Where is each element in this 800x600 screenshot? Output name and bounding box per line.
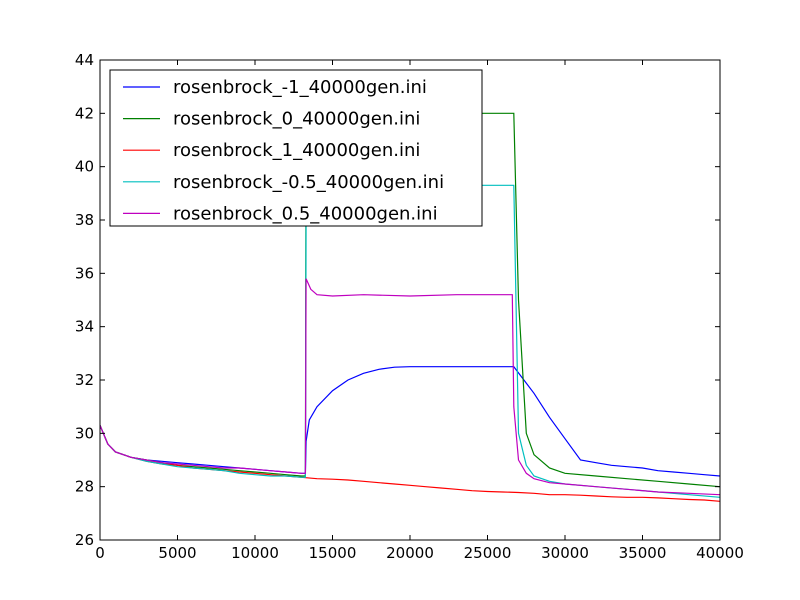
- legend-label: rosenbrock_0_40000gen.ini: [173, 109, 420, 130]
- y-tick-label: 44: [75, 51, 94, 69]
- x-tick-label: 20000: [386, 544, 434, 562]
- y-tick-label: 26: [75, 531, 94, 549]
- legend-label: rosenbrock_-0.5_40000gen.ini: [173, 172, 444, 193]
- ticks-layer: 0 5000 10000 15000 20000 25000 30000 35000 40000…: [75, 51, 744, 562]
- y-tick-label: 32: [75, 371, 94, 389]
- legend-label: rosenbrock_0.5_40000gen.ini: [173, 203, 438, 224]
- x-tick-label: 35000: [619, 544, 667, 562]
- legend: rosenbrock_-1_40000gen.ini rosenbrock_0_4…: [109, 69, 483, 227]
- series-line-0: [100, 366, 720, 477]
- series-line-4: [100, 278, 720, 496]
- y-tick-label: 30: [75, 424, 94, 442]
- legend-box: [109, 69, 483, 227]
- x-tick-label: 10000: [231, 544, 279, 562]
- x-tick-label: 15000: [309, 544, 357, 562]
- y-tick-label: 28: [75, 478, 94, 496]
- y-tick-label: 42: [75, 104, 94, 122]
- x-tick-label: 40000: [696, 544, 744, 562]
- x-tick-label: 0: [95, 544, 105, 562]
- legend-label: rosenbrock_-1_40000gen.ini: [173, 77, 427, 98]
- y-tick-label: 36: [75, 264, 94, 282]
- legend-label: rosenbrock_1_40000gen.ini: [173, 140, 420, 161]
- x-tick-label: 25000: [464, 544, 512, 562]
- y-tick-label: 38: [75, 211, 94, 229]
- x-tick-label: 30000: [541, 544, 589, 562]
- y-tick-label: 34: [75, 318, 94, 336]
- y-tick-label: 40: [75, 158, 94, 176]
- x-tick-label: 5000: [158, 544, 196, 562]
